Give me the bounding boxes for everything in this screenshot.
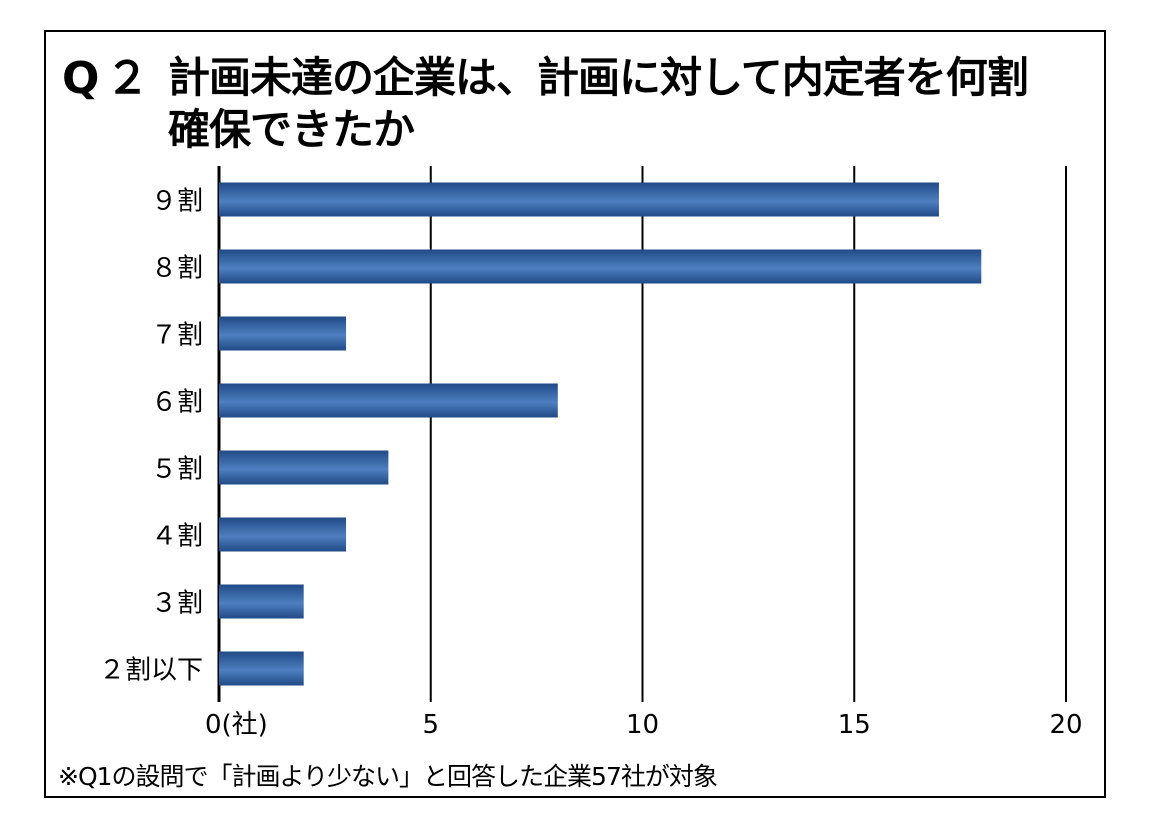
bar-8 [219,651,304,686]
bar-1 [219,182,939,217]
footnote: ※Q1の設問で「計画より少ない」と回答した企業57社が対象 [58,762,718,791]
chart-title-line-1: 計画未達の企業は、計画に対して内定者を何割 [168,53,1029,102]
x-tick-label-0: 0(社) [205,710,268,740]
chart-title-line-2: 確保できたか [168,105,415,154]
category-label-6: ４割 [151,522,203,552]
bar-3 [219,316,347,351]
category-labels: ９割 ８割 ７割 ６割 ５割 ４割 ３割 ２割以下 [99,187,203,686]
grid-lines [217,166,1067,702]
x-tick-label-15: 15 [838,710,871,740]
category-label-5: ５割 [151,455,203,485]
bar-7 [219,584,304,619]
x-tick-label-20: 20 [1049,710,1082,740]
category-label-7: ３割 [151,589,203,619]
bar-6 [219,517,347,552]
bar-2 [219,249,982,284]
question-number: Q２ [62,53,156,104]
category-label-3: ７割 [151,321,203,351]
bars [219,182,982,686]
x-tick-label-10: 10 [626,710,659,740]
bar-4 [219,383,558,418]
category-label-1: ９割 [151,187,203,217]
x-tick-labels: 0(社) 5 10 15 20 [205,710,1083,740]
category-label-8: ２割以下 [99,656,203,686]
category-label-4: ６割 [151,388,203,418]
x-tick-label-5: 5 [422,710,439,740]
category-label-2: ８割 [151,254,203,284]
bar-5 [219,450,389,485]
